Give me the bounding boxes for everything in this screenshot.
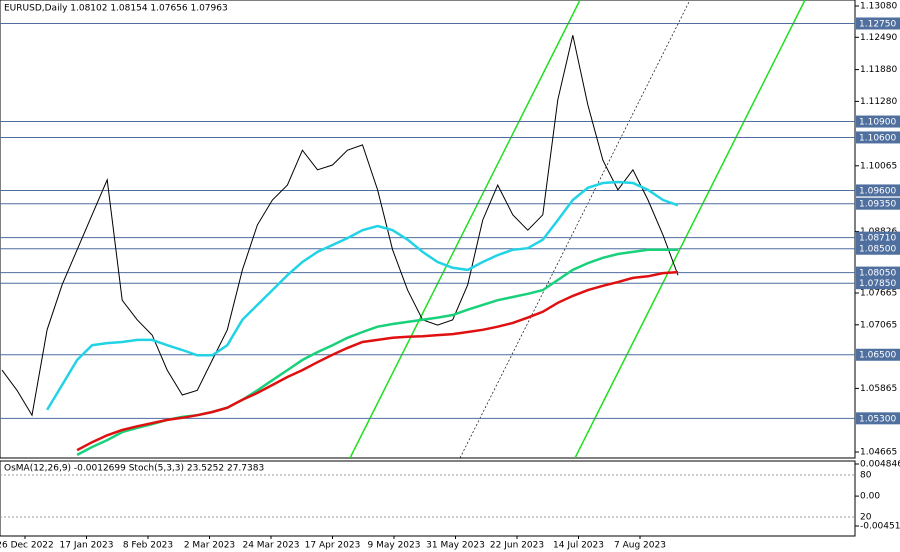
stoch-tick-label: 80 xyxy=(860,471,872,481)
trend-line xyxy=(459,0,691,458)
level-label: 1.10600 xyxy=(859,133,896,143)
x-tick-label: 2 Mar 2023 xyxy=(184,541,235,551)
x-tick-label: 17 Apr 2023 xyxy=(305,541,361,551)
level-label-box xyxy=(856,277,900,290)
series-line xyxy=(1,35,679,417)
x-tick-label: 22 Jun 2023 xyxy=(490,541,544,551)
chart-title: EURUSD,Daily 1.08102 1.08154 1.07656 1.0… xyxy=(4,4,228,14)
level-label: 1.06500 xyxy=(859,351,896,361)
y-tick-label: 1.13080 xyxy=(860,2,897,12)
series-line xyxy=(46,180,679,411)
osc-tick-label: 0.00 xyxy=(860,492,880,502)
y-tick-label: 1.05865 xyxy=(860,384,897,394)
y-tick-label: 1.11280 xyxy=(860,97,897,107)
level-label: 1.09350 xyxy=(859,200,896,210)
main-pane xyxy=(0,0,856,459)
stoch-tick-label: 20 xyxy=(860,513,872,523)
level-label: 1.12750 xyxy=(859,19,896,29)
level-label-box xyxy=(856,348,900,361)
y-tick-label: 1.12490 xyxy=(860,33,897,43)
level-label: 1.07850 xyxy=(859,279,896,289)
osc-tick-label: -0.0045148 xyxy=(860,522,900,532)
y-tick-label: 1.04665 xyxy=(860,448,897,458)
x-tick-label: 24 Mar 2023 xyxy=(242,541,299,551)
level-label: 1.08500 xyxy=(859,245,896,255)
x-tick-label: 26 Dec 2022 xyxy=(0,541,54,551)
level-label-box xyxy=(856,184,900,197)
level-label: 1.05300 xyxy=(859,414,896,424)
level-label-box xyxy=(856,266,900,279)
trend-channels xyxy=(349,0,806,458)
level-label-box xyxy=(856,231,900,244)
level-label-box xyxy=(856,412,900,425)
level-label: 1.10900 xyxy=(859,118,896,128)
x-tick-label: 14 Jul 2023 xyxy=(553,541,604,551)
trend-line xyxy=(574,0,806,458)
level-label: 1.08710 xyxy=(859,234,896,244)
plot-area xyxy=(0,22,855,457)
level-label-box xyxy=(856,197,900,210)
trend-line xyxy=(349,0,581,458)
y-tick-label: 1.10065 xyxy=(860,161,897,171)
x-tick-label: 7 Aug 2023 xyxy=(614,541,666,551)
level-label-box xyxy=(856,242,900,255)
level-label-box xyxy=(856,17,900,30)
x-tick-label: 9 May 2023 xyxy=(368,541,421,551)
x-tick-label: 31 May 2023 xyxy=(426,541,485,551)
sub-pane xyxy=(0,460,856,537)
x-tick-label: 8 Feb 2023 xyxy=(123,541,173,551)
y-tick-label: 1.07065 xyxy=(860,320,897,330)
level-label-box xyxy=(856,115,900,128)
series-line xyxy=(76,270,679,452)
y-tick-label: 1.07665 xyxy=(860,288,897,298)
osc-tick-label: 0.0048468 xyxy=(860,460,900,470)
indicator-title: OsMA(12,26,9) -0.0012699 Stoch(5,3,3) 23… xyxy=(4,464,264,474)
level-label-box xyxy=(856,131,900,144)
x-tick-label: 17 Jan 2023 xyxy=(60,541,114,551)
level-label: 1.09600 xyxy=(859,186,896,196)
level-label: 1.08050 xyxy=(859,269,896,279)
y-tick-label: 1.11880 xyxy=(860,65,897,75)
